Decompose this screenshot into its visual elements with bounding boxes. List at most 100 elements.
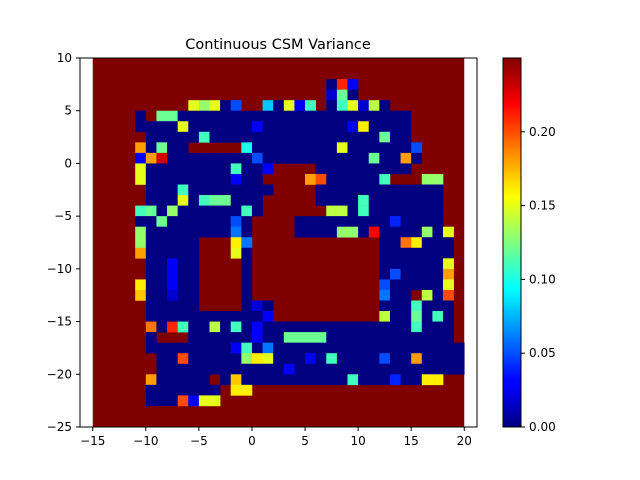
heatmap-cell [220, 205, 232, 217]
heatmap-cell [167, 152, 178, 164]
heatmap-cell [389, 184, 401, 196]
heatmap-cell [262, 131, 274, 143]
heatmap-cell [156, 321, 168, 333]
heatmap-cell [241, 342, 253, 354]
heatmap-cell [421, 353, 433, 365]
heatmap-cell [347, 89, 359, 101]
heatmap-cell [145, 216, 157, 227]
heatmap-cell [135, 142, 147, 154]
heatmap-cell [220, 131, 232, 143]
heatmap-cell [421, 205, 433, 217]
heatmap-cell [220, 363, 232, 375]
heatmap-cell [188, 121, 200, 133]
heatmap-cell [443, 321, 454, 333]
heatmap-cell [230, 121, 242, 133]
heatmap-cell [156, 300, 168, 312]
heatmap-cell [177, 268, 189, 280]
heatmap-cell [305, 374, 316, 386]
heatmap-cell [198, 205, 210, 217]
heatmap-cell [156, 121, 168, 133]
heatmap-cell [230, 321, 242, 333]
heatmap-cell [209, 321, 221, 333]
heatmap-cell [156, 258, 168, 270]
heatmap-cell [368, 142, 380, 154]
heatmap-cell [156, 142, 168, 154]
heatmap-cell [379, 363, 391, 375]
heatmap-cell [379, 321, 391, 333]
heatmap-cell [358, 216, 370, 227]
heatmap-cell [241, 311, 253, 322]
heatmap-cell [273, 374, 285, 386]
heatmap-cell [251, 342, 263, 354]
heatmap-cell [241, 216, 253, 227]
heatmap-cell [347, 121, 359, 133]
heatmap-cell [177, 184, 189, 196]
heatmap-cell [220, 121, 232, 133]
heatmap-cell [336, 374, 348, 386]
heatmap-cell [389, 374, 401, 386]
heatmap-cell [421, 237, 433, 249]
colorbar-tick-label: 0.15 [529, 199, 556, 213]
heatmap-cell [167, 300, 178, 312]
plot-area [79, 57, 478, 428]
heatmap-cell [251, 163, 263, 175]
colorbar-ticks: 0.00 0.05 0.10 0.15 0.20 [521, 125, 556, 434]
heatmap-cell [167, 226, 178, 238]
heatmap-cell [411, 300, 423, 312]
heatmap-cell [421, 226, 433, 238]
heatmap-cell [251, 173, 263, 185]
heatmap-cell [305, 216, 316, 227]
heatmap-cell [368, 342, 380, 354]
heatmap-cell [188, 268, 200, 280]
heatmap-cell [230, 342, 242, 354]
heatmap-cell [145, 374, 157, 386]
heatmap-cell [379, 100, 391, 112]
heatmap-cell [167, 184, 178, 196]
heatmap-cell [421, 332, 433, 343]
heatmap-cell [294, 321, 306, 333]
heatmap-cell [379, 247, 391, 259]
heatmap-cell [389, 311, 401, 322]
heatmap-cell [294, 142, 306, 154]
heatmap-cell [379, 332, 391, 343]
heatmap-cell [220, 195, 232, 206]
heatmap-cell [443, 247, 454, 259]
heatmap-cell [358, 184, 370, 196]
heatmap-cell [167, 216, 178, 227]
heatmap-cell [336, 184, 348, 196]
heatmap-cell [432, 205, 444, 217]
heatmap-cell [358, 363, 370, 375]
heatmap-cell [156, 152, 168, 164]
heatmap-cell [389, 258, 401, 270]
heatmap-cell [326, 205, 338, 217]
heatmap-cell [336, 163, 348, 175]
heatmap-cell [273, 100, 285, 112]
heatmap-cell [379, 342, 391, 354]
heatmap-cell [368, 110, 380, 122]
heatmap-cell [262, 100, 274, 112]
heatmap-cell [241, 131, 253, 143]
heatmap-cell [167, 363, 178, 375]
heatmap-cell [358, 332, 370, 343]
heatmap-cell [432, 216, 444, 227]
heatmap-cell [358, 163, 370, 175]
heatmap-cell [273, 332, 285, 343]
heatmap-cell [294, 363, 306, 375]
heatmap-cell [167, 237, 178, 249]
heatmap-cell [326, 195, 338, 206]
heatmap-cell [167, 173, 178, 185]
heatmap-cell [358, 353, 370, 365]
heatmap-cell [273, 353, 285, 365]
heatmap-cell [389, 205, 401, 217]
heatmap-cell [135, 247, 147, 259]
heatmap-cell [400, 268, 412, 280]
heatmap-cell [358, 100, 370, 112]
heatmap-cell [326, 173, 338, 185]
heatmap-cell [358, 121, 370, 133]
heatmap-cell [145, 131, 157, 143]
heatmap-cell [177, 205, 189, 217]
heatmap-cell [368, 374, 380, 386]
heatmap-cell [145, 205, 157, 217]
heatmap-cell [379, 195, 391, 206]
heatmap-cell [188, 374, 200, 386]
